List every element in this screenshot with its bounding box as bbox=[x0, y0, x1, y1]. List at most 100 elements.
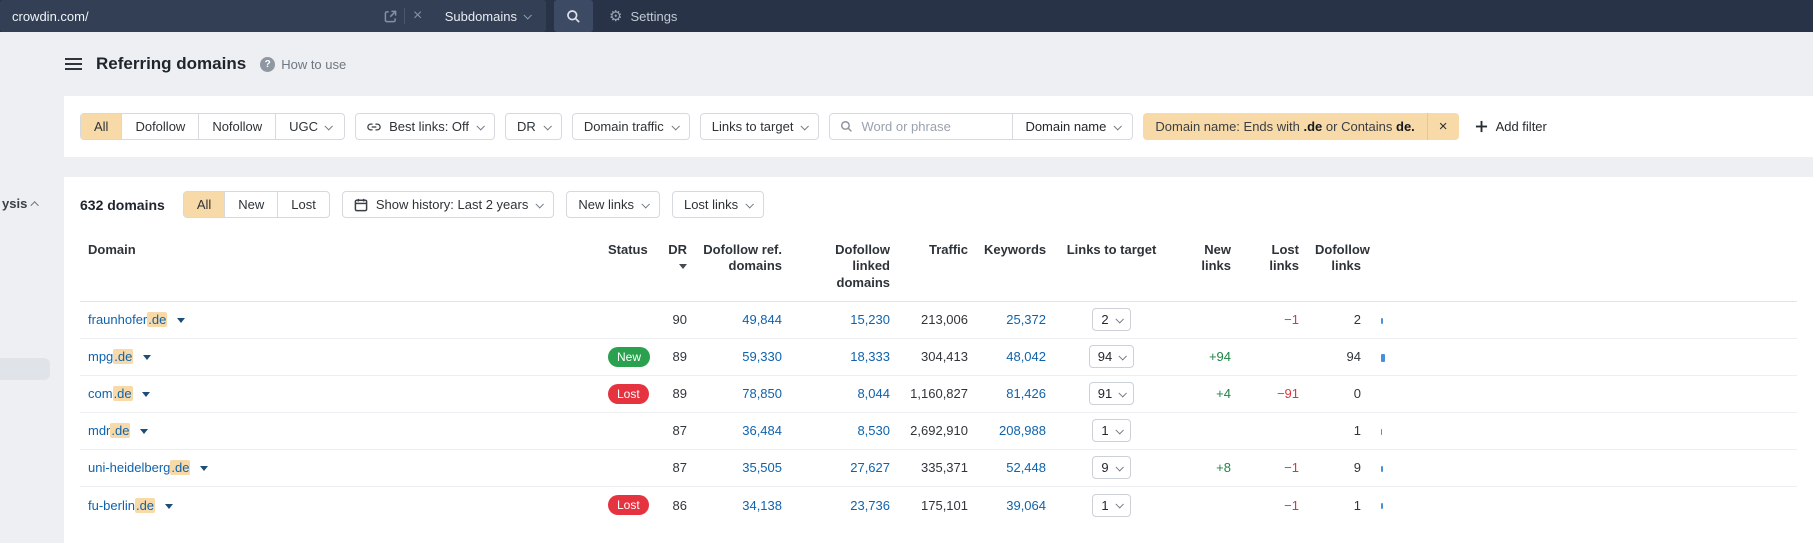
sidebar-stub[interactable] bbox=[0, 358, 50, 380]
domain-caret-icon[interactable] bbox=[142, 392, 151, 398]
col-traffic[interactable]: Traffic bbox=[898, 236, 976, 302]
active-filter-chip[interactable]: Domain name: Ends with .de or Contains d… bbox=[1143, 113, 1459, 140]
clear-url-icon[interactable]: × bbox=[413, 7, 423, 24]
calendar-icon bbox=[354, 198, 368, 211]
topbar-divider bbox=[403, 8, 405, 24]
links-to-target-value: 1 bbox=[1101, 497, 1109, 513]
chevron-down-icon bbox=[1115, 500, 1124, 509]
new-links-button[interactable]: New links bbox=[566, 191, 660, 218]
dofollow-ref-link[interactable]: 35,505 bbox=[742, 460, 782, 476]
domain-link[interactable]: com.de bbox=[88, 386, 133, 402]
menu-icon[interactable] bbox=[65, 58, 82, 70]
dr-filter-button[interactable]: DR bbox=[505, 113, 562, 140]
domain-link[interactable]: uni-heidelberg.de bbox=[88, 460, 191, 476]
links-to-target-cell: 1 bbox=[1054, 485, 1169, 524]
domain-caret-icon[interactable] bbox=[200, 466, 209, 472]
dofollow-ref-cell: 49,844 bbox=[695, 301, 790, 338]
domain-link[interactable]: mpg.de bbox=[88, 349, 134, 365]
filter-ugc[interactable]: UGC bbox=[275, 114, 344, 139]
col-domain[interactable]: Domain bbox=[80, 236, 600, 302]
links-to-target-select[interactable]: 94 bbox=[1088, 345, 1135, 369]
col-new-links[interactable]: New links bbox=[1169, 236, 1239, 302]
status-cell: New bbox=[600, 337, 655, 376]
dofollow-linked-link[interactable]: 15,230 bbox=[850, 312, 890, 328]
keywords-cell: 39,064 bbox=[976, 485, 1054, 524]
col-dofollow-linked[interactable]: Dofollow linked domains bbox=[790, 236, 898, 302]
dofollow-linked-link[interactable]: 8,044 bbox=[857, 386, 890, 402]
lost-links-button[interactable]: Lost links bbox=[671, 191, 765, 218]
show-history-button[interactable]: Show history: Last 2 years bbox=[341, 191, 555, 218]
keywords-link[interactable]: 25,372 bbox=[1006, 312, 1046, 328]
target-url-input[interactable]: crowdin.com/ bbox=[12, 8, 89, 24]
links-to-target-select[interactable]: 91 bbox=[1088, 382, 1135, 406]
filter-all[interactable]: All bbox=[81, 114, 122, 139]
links-to-target-select[interactable]: 9 bbox=[1092, 456, 1131, 480]
dofollow-ref-link[interactable]: 49,844 bbox=[742, 312, 782, 328]
lost-links-label: Lost links bbox=[683, 197, 739, 212]
traffic-value: 213,006 bbox=[921, 312, 968, 328]
remove-filter-icon[interactable]: × bbox=[1426, 113, 1459, 140]
add-filter-button[interactable]: Add filter bbox=[1475, 119, 1547, 134]
filter-dofollow[interactable]: Dofollow bbox=[121, 114, 198, 139]
domain-link[interactable]: mdr.de bbox=[88, 423, 131, 439]
col-dofollow-ref[interactable]: Dofollow ref. domains bbox=[695, 236, 790, 302]
dofollow-linked-link[interactable]: 18,333 bbox=[850, 349, 890, 365]
dofollow-linked-link[interactable]: 23,736 bbox=[850, 497, 890, 513]
col-lost-links[interactable]: Lost links bbox=[1239, 236, 1307, 302]
chevron-down-icon bbox=[1115, 462, 1124, 472]
tab-lost[interactable]: Lost bbox=[277, 192, 329, 217]
keywords-link[interactable]: 39,064 bbox=[1006, 497, 1046, 513]
keywords-cell: 25,372 bbox=[976, 301, 1054, 338]
keywords-link[interactable]: 52,448 bbox=[1006, 460, 1046, 476]
domain-caret-icon[interactable] bbox=[140, 429, 149, 435]
domain-text: fu-berlin bbox=[88, 497, 135, 513]
open-external-icon[interactable] bbox=[378, 0, 404, 32]
domain-link[interactable]: fraunhofer.de bbox=[88, 312, 168, 328]
search-field-dropdown[interactable]: Domain name bbox=[1012, 114, 1132, 139]
plus-icon bbox=[1475, 120, 1487, 133]
tab-new[interactable]: New bbox=[224, 192, 277, 217]
traffic-value: 2,692,910 bbox=[898, 411, 976, 450]
help-icon: ? bbox=[260, 56, 276, 72]
links-to-target-select[interactable]: 2 bbox=[1092, 308, 1131, 332]
filter-nofollow[interactable]: Nofollow bbox=[198, 114, 275, 139]
status-cell bbox=[600, 301, 655, 338]
domain-caret-icon[interactable] bbox=[143, 355, 151, 361]
dofollow-ref-link[interactable]: 36,484 bbox=[742, 423, 782, 439]
domain-traffic-button[interactable]: Domain traffic bbox=[571, 113, 690, 140]
links-to-target-select[interactable]: 1 bbox=[1092, 493, 1131, 517]
keywords-link[interactable]: 208,988 bbox=[999, 423, 1046, 439]
filters-card: All Dofollow Nofollow UGC Best links: Of… bbox=[64, 96, 1813, 157]
how-to-use-link[interactable]: ? How to use bbox=[260, 56, 347, 72]
new-links-value: +94 bbox=[1169, 337, 1239, 376]
dofollow-ref-link[interactable]: 78,850 bbox=[742, 386, 782, 402]
tab-all[interactable]: All bbox=[183, 192, 225, 217]
domain-caret-icon[interactable] bbox=[164, 503, 173, 509]
dofollow-linked-link[interactable]: 8,530 bbox=[857, 423, 890, 439]
col-keywords[interactable]: Keywords bbox=[976, 236, 1054, 302]
word-search-input[interactable] bbox=[861, 119, 1003, 134]
col-dofollow-links[interactable]: Dofollow links bbox=[1307, 236, 1370, 302]
filter-ugc-label: UGC bbox=[289, 119, 319, 134]
settings-button[interactable]: ⚙ Settings bbox=[609, 9, 677, 24]
search-button[interactable] bbox=[554, 0, 593, 32]
col-links-to-target[interactable]: Links to target bbox=[1054, 236, 1169, 302]
dofollow-linked-link[interactable]: 27,627 bbox=[850, 460, 890, 476]
links-to-target-select[interactable]: 1 bbox=[1092, 419, 1131, 443]
links-to-target-button[interactable]: Links to target bbox=[699, 113, 820, 140]
how-to-use-label: How to use bbox=[281, 56, 347, 72]
best-links-button[interactable]: Best links: Off bbox=[355, 113, 496, 140]
scope-dropdown[interactable]: Subdomains bbox=[431, 0, 546, 32]
sidebar-item-partial[interactable]: ysis bbox=[2, 196, 40, 211]
domain-caret-icon[interactable] bbox=[176, 318, 185, 324]
keywords-link[interactable]: 48,042 bbox=[1006, 349, 1046, 365]
new-links-label: New links bbox=[578, 197, 634, 212]
domain-link[interactable]: fu-berlin.de bbox=[88, 497, 156, 513]
dofollow-ref-link[interactable]: 59,330 bbox=[742, 349, 782, 365]
dofollow-linked-cell: 23,736 bbox=[790, 485, 898, 524]
col-status[interactable]: Status bbox=[600, 236, 655, 302]
col-dr[interactable]: DR bbox=[655, 236, 695, 302]
scope-dropdown-label: Subdomains bbox=[444, 8, 517, 24]
keywords-link[interactable]: 81,426 bbox=[1006, 386, 1046, 402]
dofollow-ref-link[interactable]: 34,138 bbox=[742, 497, 782, 513]
